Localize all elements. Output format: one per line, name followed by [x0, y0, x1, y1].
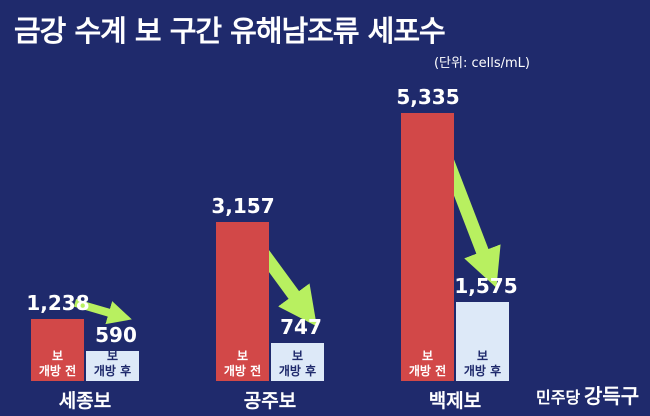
- series-label: 보 개방 전: [38, 349, 77, 378]
- category-label: 공주보: [243, 390, 297, 412]
- bar: [86, 351, 139, 381]
- value-label: 3,157: [211, 194, 275, 219]
- series-label: 보 개방 후: [278, 349, 317, 378]
- logo-name: 강득구: [584, 384, 640, 408]
- title: 금강 수계 보 구간 유해남조류 세포수: [14, 14, 446, 48]
- bar: [456, 301, 509, 381]
- bar: [31, 318, 84, 381]
- series-label: 보 개방 후: [93, 349, 132, 378]
- arrow: [73, 298, 132, 325]
- bar: [401, 113, 454, 381]
- value-label: 1,238: [26, 290, 90, 315]
- value-label: 747: [280, 315, 322, 340]
- value-label: 590: [95, 323, 137, 348]
- bar: [216, 222, 269, 381]
- series-label: 보 개방 후: [463, 349, 502, 378]
- value-label: 5,335: [396, 85, 460, 109]
- series-label: 보 개방 전: [223, 349, 262, 378]
- category-label: 세종보: [58, 390, 112, 412]
- bar: [271, 343, 324, 381]
- logo-party: 민주당: [536, 388, 581, 407]
- value-label: 1,575: [454, 273, 518, 298]
- series-label: 보 개방 전: [408, 349, 447, 378]
- category-label: 백제보: [428, 390, 482, 412]
- subtitle: (단위: cells/mL): [433, 56, 530, 71]
